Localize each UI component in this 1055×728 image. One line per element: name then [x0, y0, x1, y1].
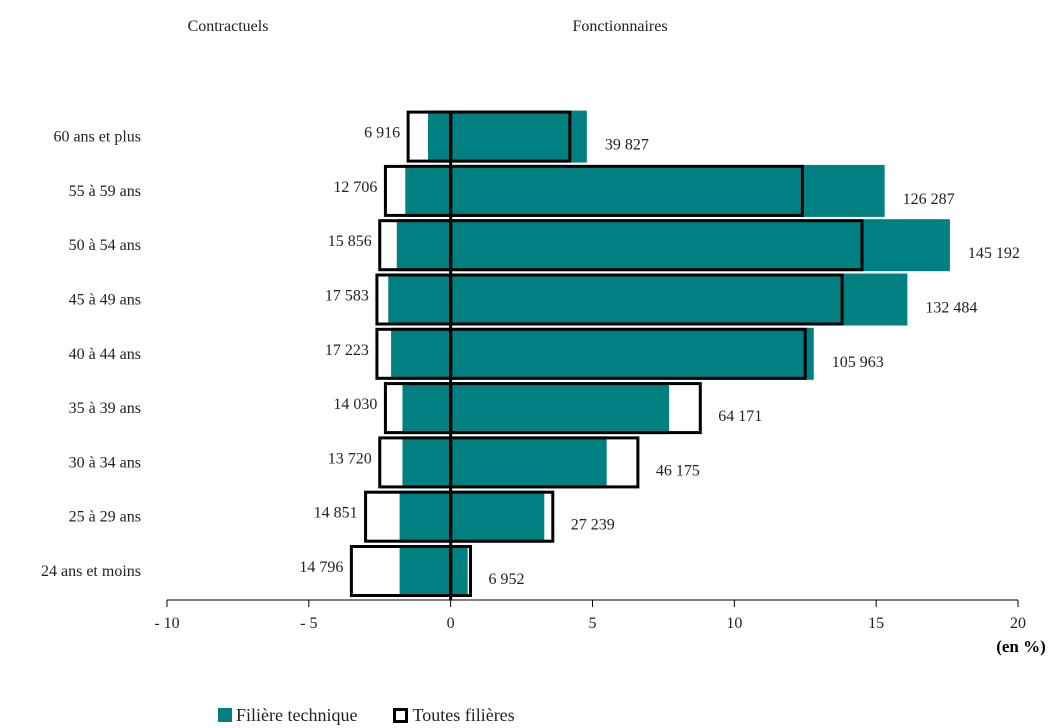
value-label-contractuels: 14 030: [333, 396, 377, 413]
outline-bars: [349, 110, 864, 597]
bar-filiere-technique-contractuels: [399, 545, 451, 597]
bar-filiere-technique-contractuels: [388, 273, 451, 326]
category-label: 40 à 44 ans: [69, 346, 141, 363]
value-label-contractuels: 12 706: [333, 179, 377, 196]
value-label-contractuels: 6 916: [364, 125, 400, 142]
bar-filiere-technique-contractuels: [427, 110, 451, 163]
bar-filiere-technique-fonctionnaires: [450, 164, 885, 217]
value-label-fonctionnaires: 145 192: [968, 245, 1020, 262]
outline-swatch-icon: [393, 707, 409, 723]
bar-filiere-technique-contractuels: [391, 327, 451, 380]
value-label-contractuels: 17 223: [325, 342, 369, 359]
bar-filiere-technique-contractuels: [402, 382, 451, 435]
header-contractuels: Contractuels: [188, 18, 269, 35]
value-label-fonctionnaires: 64 171: [718, 408, 762, 425]
value-label-fonctionnaires: 6 952: [489, 571, 525, 588]
category-label: 50 à 54 ans: [69, 237, 141, 254]
value-label-contractuels: 13 720: [328, 450, 372, 467]
bar-filiere-technique-fonctionnaires: [450, 110, 587, 163]
value-label-fonctionnaires: 39 827: [605, 137, 649, 154]
bar-filiere-technique-contractuels: [402, 436, 451, 489]
legend-label-toutes-filieres: Toutes filières: [412, 704, 515, 725]
category-label: 30 à 34 ans: [69, 454, 141, 471]
x-tick-label: - 5: [300, 615, 317, 632]
x-tick-label: - 10: [154, 615, 179, 632]
value-label-fonctionnaires: 132 484: [925, 300, 977, 317]
bar-filiere-technique-fonctionnaires: [450, 436, 607, 489]
legend-item-toutes-filieres: Toutes filières: [393, 704, 515, 726]
value-label-fonctionnaires: 105 963: [832, 354, 884, 371]
category-label: 25 à 29 ans: [69, 509, 141, 526]
x-axis: - 10 - 5 0 5 10 15 20: [154, 110, 1026, 632]
category-label: 35 à 39 ans: [69, 400, 141, 417]
bar-filiere-technique-fonctionnaires: [450, 490, 545, 543]
x-tick-label: 5: [589, 615, 597, 632]
x-tick-label: 10: [726, 615, 742, 632]
value-label-contractuels: 17 583: [325, 288, 369, 305]
category-label: 45 à 49 ans: [69, 292, 141, 309]
category-label: 24 ans et moins: [41, 563, 141, 580]
filled-swatch-icon: [218, 708, 232, 722]
bar-filiere-technique-contractuels: [396, 219, 451, 272]
legend-item-filiere-technique: Filière technique: [218, 705, 357, 726]
bar-filiere-technique-fonctionnaires: [450, 273, 908, 326]
bar-filiere-technique-fonctionnaires: [450, 327, 814, 380]
x-tick-label: 0: [447, 615, 455, 632]
unit-label: (en %): [996, 637, 1046, 656]
bar-filiere-technique-contractuels: [399, 490, 451, 543]
category-label: 60 ans et plus: [53, 129, 141, 146]
category-label: 55 à 59 ans: [69, 183, 141, 200]
value-label-fonctionnaires: 126 287: [903, 191, 955, 208]
x-tick-label: 20: [1010, 615, 1026, 632]
value-label-fonctionnaires: 46 175: [656, 462, 700, 479]
header-fonctionnaires: Fonctionnaires: [572, 18, 667, 35]
bar-filiere-technique-fonctionnaires: [450, 545, 468, 597]
bar-filiere-technique-fonctionnaires: [450, 382, 670, 435]
legend: Filière technique Toutes filières: [218, 703, 551, 727]
filled-bars: [388, 110, 950, 597]
value-label-contractuels: 14 796: [299, 559, 343, 576]
value-label-fonctionnaires: 27 239: [571, 517, 615, 534]
legend-label-filiere-technique: Filière technique: [236, 704, 358, 725]
value-label-contractuels: 14 851: [314, 505, 358, 522]
bar-filiere-technique-fonctionnaires: [450, 219, 950, 272]
category-labels: 24 ans et moins 25 à 29 ans 30 à 34 ans 35 …: [41, 129, 141, 580]
value-label-contractuels: 15 856: [328, 233, 372, 250]
x-tick-label: 15: [868, 615, 884, 632]
value-labels: 14 796 6 952 14 851 27 239 13 720 46 175 14 03…: [299, 125, 1020, 588]
bar-filiere-technique-contractuels: [405, 164, 451, 217]
